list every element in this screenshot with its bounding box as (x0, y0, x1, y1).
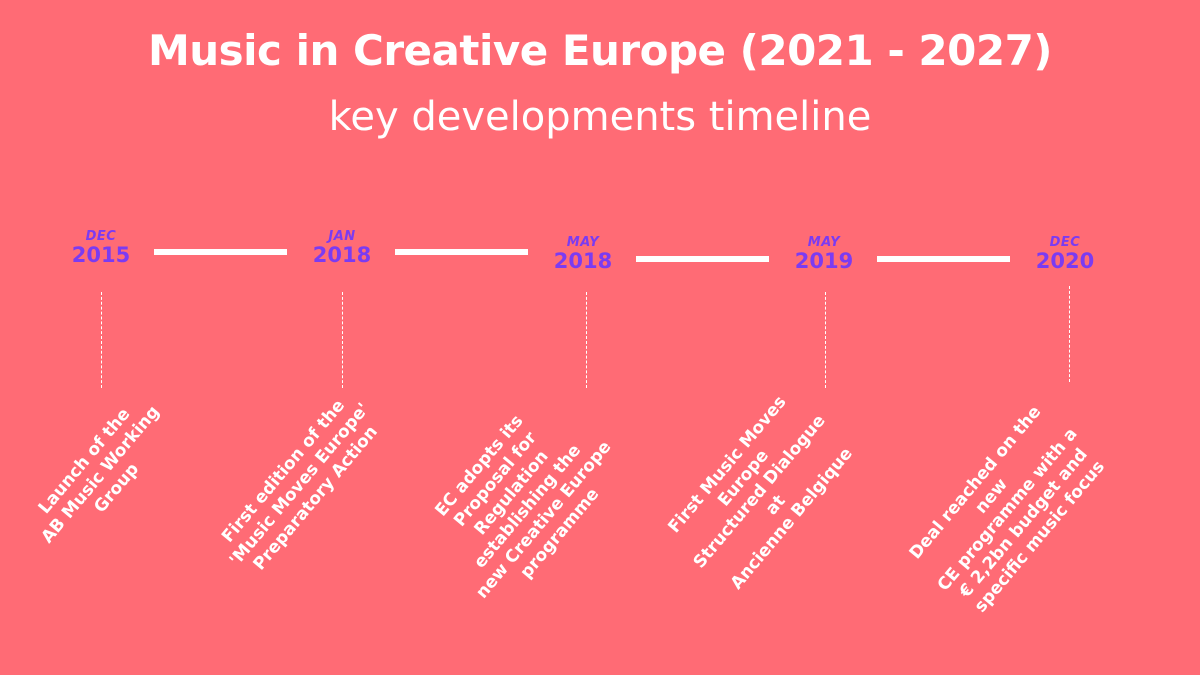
timeline-segment (877, 256, 1010, 262)
event-description-1: Launch of the AB Music Working Group (34, 402, 164, 548)
event-month: JAN (328, 229, 356, 244)
event-date-3: MAY 2018 (533, 235, 633, 273)
event-description-5: Deal reached on the new CE programme wit… (905, 402, 1109, 617)
event-date-4: MAY 2019 (774, 235, 874, 273)
page-subtitle: key developments timeline (328, 94, 872, 140)
event-date-1: DEC 2015 (51, 229, 151, 267)
timeline-segment (636, 256, 769, 262)
event-connector-line (342, 292, 343, 388)
timeline-segment (154, 249, 287, 255)
event-year: 2019 (794, 249, 854, 273)
event-connector-line (586, 292, 587, 388)
event-year: 2020 (1035, 249, 1095, 273)
event-year: 2018 (312, 243, 372, 267)
event-date-2: JAN 2018 (292, 229, 392, 267)
event-year: 2018 (553, 249, 613, 273)
event-connector-line (1069, 286, 1070, 382)
event-month: MAY (566, 235, 600, 250)
event-connector-line (101, 292, 102, 388)
event-description-4: First Music Moves Europe Structured Dial… (664, 392, 857, 594)
event-month: MAY (807, 235, 841, 250)
event-year: 2015 (71, 243, 131, 267)
event-connector-line (825, 292, 826, 388)
event-month: DEC (1049, 235, 1081, 250)
event-date-5: DEC 2020 (1015, 235, 1115, 273)
event-description-3: EC adopts its Proposal for Regulation es… (431, 411, 616, 603)
event-description-2: First edition of the 'Music Moves Europe… (218, 395, 382, 575)
event-month: DEC (85, 229, 117, 244)
timeline-segment (395, 249, 528, 255)
page-title: Music in Creative Europe (2021 - 2027) (147, 26, 1053, 75)
